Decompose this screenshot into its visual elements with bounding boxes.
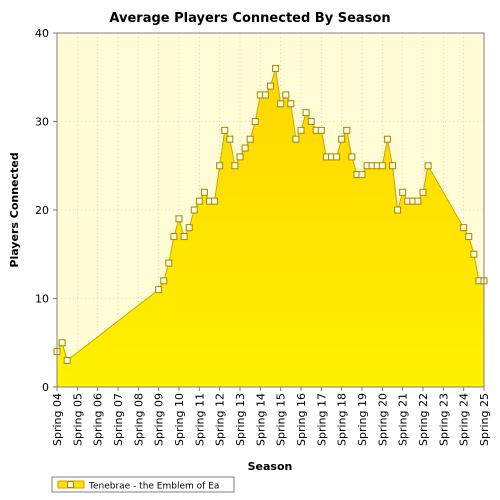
data-point (297, 126, 305, 134)
x-tick-label: Spring 24 (458, 393, 471, 446)
x-tick-label: Spring 13 (234, 393, 247, 446)
data-point (358, 171, 366, 179)
y-tick-label: 0 (42, 381, 49, 394)
x-tick-label: Spring 19 (356, 393, 369, 446)
data-point (465, 233, 473, 241)
y-axis-label: Players Connected (8, 152, 21, 267)
data-point (251, 118, 259, 125)
data-point (211, 197, 219, 205)
x-axis-label: Season (248, 460, 293, 473)
x-tick-label: Spring 23 (437, 393, 450, 446)
data-point (414, 197, 422, 205)
data-point (338, 135, 346, 143)
x-tick-label: Spring 05 (71, 393, 84, 446)
x-tick-label: Spring 18 (336, 393, 349, 446)
data-point (460, 224, 468, 232)
data-point (383, 135, 391, 143)
data-point (170, 233, 178, 241)
data-point (185, 224, 193, 232)
data-point (277, 100, 285, 108)
data-point (190, 206, 198, 214)
legend: Tenebrae - the Emblem of Ea (51, 476, 235, 493)
data-point (261, 91, 269, 99)
data-point (200, 188, 208, 196)
x-tick-label: Spring 11 (193, 393, 206, 446)
x-tick-label: Spring 22 (417, 393, 430, 446)
data-point (241, 144, 249, 152)
data-point (399, 188, 407, 196)
data-point (470, 250, 478, 258)
data-point (195, 197, 203, 205)
x-tick-label: Spring 17 (315, 393, 328, 446)
y-tick-label: 40 (35, 27, 49, 40)
data-point (287, 100, 295, 108)
data-point (63, 356, 71, 364)
data-point (231, 162, 239, 170)
chart-title: Average Players Connected By Season (109, 11, 390, 26)
legend-box (51, 476, 235, 493)
x-tick-label: Spring 10 (173, 393, 186, 446)
x-tick-label: Spring 04 (51, 393, 64, 446)
y-axis-ticks: 0 10 20 30 40 (35, 27, 57, 394)
data-point (226, 135, 234, 143)
data-point (216, 162, 224, 170)
data-point (292, 135, 300, 143)
x-axis-ticks: Spring 04 Spring 05 Spring 06 Spring 07 Spri… (51, 387, 491, 446)
x-tick-label: Spring 21 (397, 393, 410, 446)
data-point (348, 153, 356, 161)
x-tick-label: Spring 07 (112, 393, 125, 446)
y-tick-label: 30 (35, 116, 49, 129)
data-point (343, 126, 351, 134)
data-point (424, 162, 432, 170)
data-point (246, 135, 254, 143)
data-point (165, 259, 173, 267)
x-tick-label: Spring 16 (295, 393, 308, 446)
x-tick-label: Spring 20 (376, 393, 389, 446)
data-point (394, 206, 402, 214)
legend-label: Tenebrae - the Emblem of Ea (88, 482, 219, 492)
y-tick-label: 20 (35, 204, 49, 217)
x-tick-label: Spring 12 (214, 393, 227, 446)
data-point (180, 233, 188, 241)
data-point (58, 339, 66, 347)
x-tick-label: Spring 14 (254, 393, 267, 446)
x-tick-label: Spring 06 (92, 393, 105, 446)
legend-marker (67, 481, 74, 488)
y-tick-label: 10 (35, 293, 49, 306)
x-tick-label: Spring 08 (132, 393, 145, 446)
x-tick-label: Spring 09 (153, 393, 166, 446)
data-point (389, 162, 396, 170)
data-point (317, 126, 325, 134)
data-point (267, 82, 274, 90)
data-point (155, 286, 163, 294)
data-point (333, 153, 341, 161)
data-point (307, 118, 315, 125)
data-point (419, 188, 427, 196)
data-point (302, 109, 310, 117)
data-point (272, 64, 280, 72)
data-point (175, 215, 183, 223)
series-markers (53, 64, 488, 364)
data-point (378, 162, 386, 170)
x-tick-label: Spring 15 (275, 393, 288, 446)
data-point (236, 153, 244, 161)
data-point (221, 126, 229, 134)
x-tick-label: Spring 25 (478, 393, 491, 446)
data-point (160, 277, 168, 285)
data-point (282, 91, 290, 99)
